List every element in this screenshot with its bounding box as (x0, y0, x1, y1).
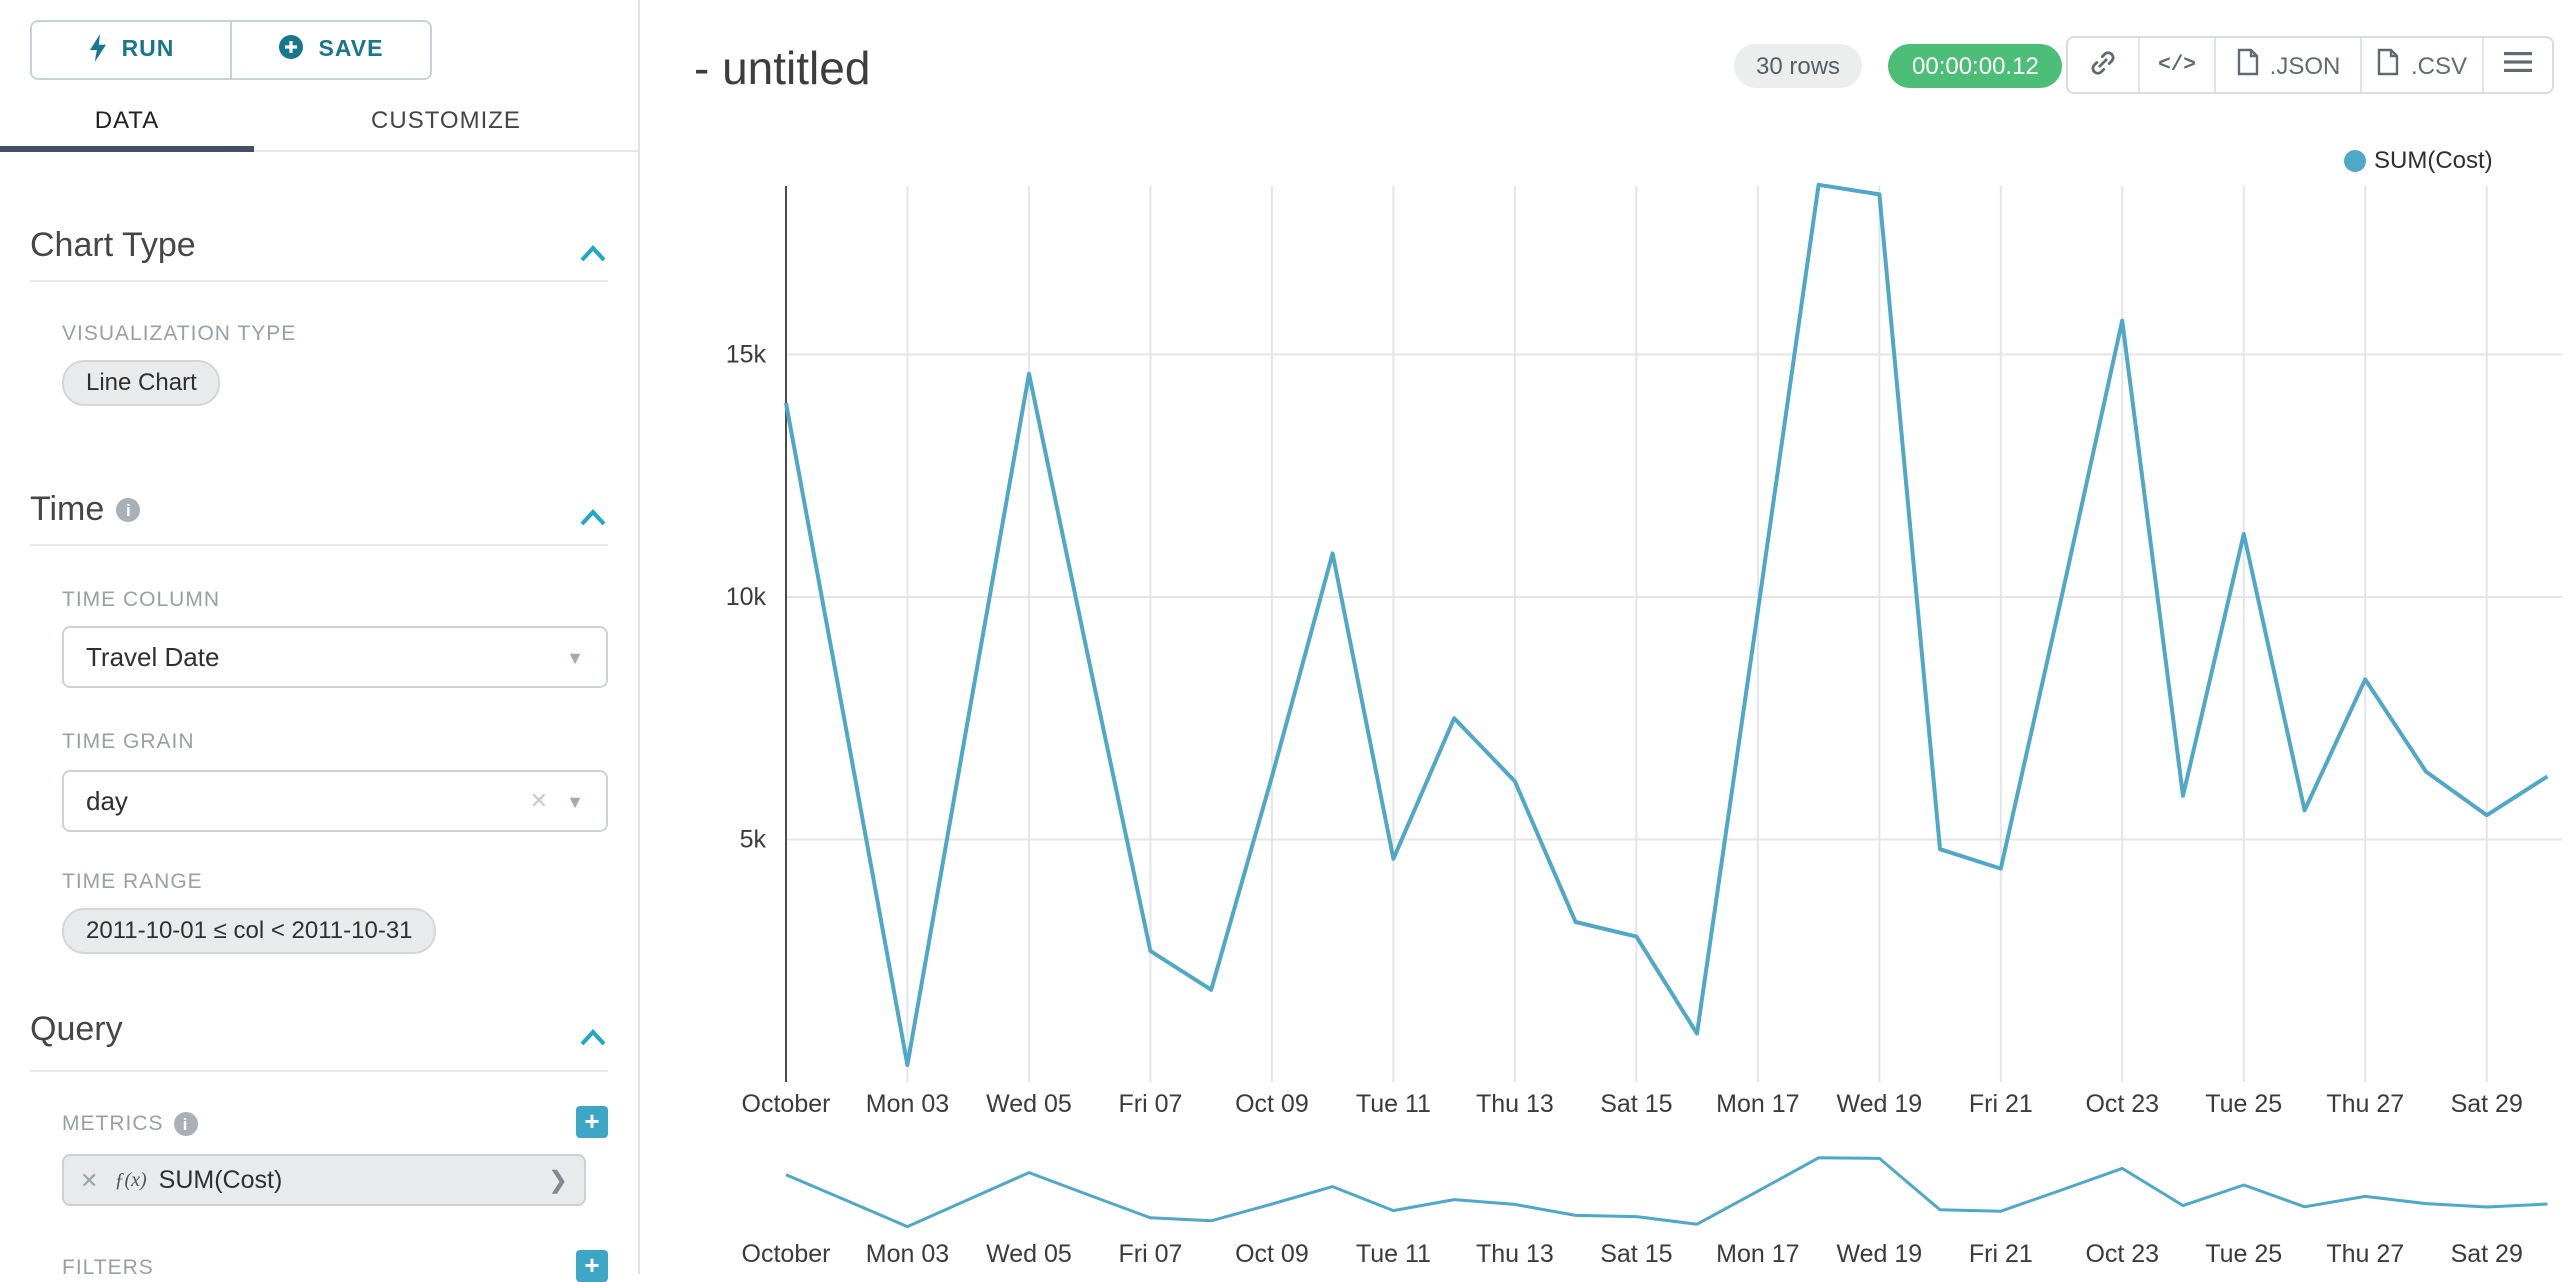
info-icon: i (116, 498, 141, 522)
time-grain-label: TIME GRAIN (62, 730, 195, 754)
section-heading-chart-type: Chart Type (30, 226, 196, 264)
svg-text:Wed 19: Wed 19 (1836, 1090, 1922, 1118)
time-grain-select[interactable]: day ✕ ▼ (62, 770, 608, 832)
chart-title: - untitled (694, 42, 871, 94)
remove-metric-icon[interactable]: ✕ (80, 1169, 99, 1193)
time-range-pill[interactable]: 2011-10-01 ≤ col < 2011-10-31 (62, 908, 437, 954)
legend-label: SUM(Cost) (2374, 146, 2493, 174)
file-icon (2377, 48, 2401, 82)
link-icon (2088, 47, 2118, 83)
export-toolbar: </> .JSON .CSV (2066, 36, 2554, 94)
metrics-label: METRICS i (62, 1112, 198, 1136)
svg-text:Oct 23: Oct 23 (2085, 1090, 2159, 1118)
svg-text:Oct 09: Oct 09 (1235, 1240, 1309, 1268)
visualization-type-pill[interactable]: Line Chart (62, 360, 221, 406)
section-divider (30, 280, 608, 282)
save-button[interactable]: SAVE (230, 22, 430, 78)
svg-text:Tue 25: Tue 25 (2205, 1090, 2282, 1118)
code-icon: </> (2158, 53, 2196, 77)
svg-text:Sat 29: Sat 29 (2451, 1090, 2523, 1118)
svg-text:10k: 10k (726, 583, 767, 611)
svg-text:Thu 13: Thu 13 (1476, 1240, 1554, 1268)
more-options-button[interactable] (2482, 38, 2552, 92)
info-icon: i (173, 1112, 198, 1136)
section-divider (30, 544, 608, 546)
run-button-label: RUN (121, 38, 175, 62)
chevron-right-icon[interactable]: ❯ (547, 1166, 569, 1194)
svg-text:Sat 15: Sat 15 (1600, 1240, 1672, 1268)
clear-icon[interactable]: ✕ (529, 790, 549, 814)
section-heading-query: Query (30, 1010, 123, 1048)
add-metric-button[interactable]: + (576, 1106, 608, 1138)
metric-pill[interactable]: ✕ ƒ(x) SUM(Cost) ❯ (62, 1154, 586, 1206)
svg-text:Tue 11: Tue 11 (1356, 1090, 1431, 1118)
export-json-label: .JSON (2269, 51, 2341, 79)
panel-tabs: DATA CUSTOMIZE (0, 94, 638, 152)
file-icon (2236, 48, 2260, 82)
save-button-label: SAVE (318, 38, 384, 62)
export-csv-label: .CSV (2410, 51, 2467, 79)
svg-text:Wed 05: Wed 05 (986, 1240, 1072, 1268)
time-column-value: Travel Date (86, 642, 220, 672)
time-column-select[interactable]: Travel Date ▼ (62, 626, 608, 688)
svg-text:Sat 15: Sat 15 (1600, 1090, 1672, 1118)
svg-text:Thu 27: Thu 27 (2326, 1090, 2404, 1118)
svg-text:Fri 07: Fri 07 (1118, 1090, 1182, 1118)
plus-circle-icon (279, 34, 305, 66)
row-count-badge: 30 rows (1734, 44, 1863, 88)
legend-item-sum-cost[interactable]: SUM(Cost) (2344, 146, 2493, 174)
chevron-down-icon: ▼ (566, 647, 584, 667)
svg-text:Mon 17: Mon 17 (1716, 1240, 1799, 1268)
svg-text:Mon 03: Mon 03 (866, 1090, 949, 1118)
section-divider (30, 1070, 608, 1072)
collapse-chevron-up-icon[interactable] (578, 238, 608, 262)
svg-text:October: October (742, 1090, 831, 1118)
time-grain-value: day (86, 786, 128, 816)
svg-text:Sat 29: Sat 29 (2451, 1240, 2523, 1268)
collapse-chevron-up-icon[interactable] (578, 502, 608, 526)
section-heading-time: Time i (30, 490, 141, 530)
chevron-down-icon: ▼ (566, 791, 584, 811)
svg-text:Fri 07: Fri 07 (1118, 1240, 1182, 1268)
view-query-button[interactable]: </> (2138, 38, 2214, 92)
svg-text:Tue 11: Tue 11 (1356, 1240, 1431, 1268)
run-save-button-group: RUN SAVE (30, 20, 432, 80)
run-button[interactable]: RUN (32, 22, 230, 78)
svg-text:Tue 25: Tue 25 (2205, 1240, 2282, 1268)
svg-text:Oct 09: Oct 09 (1235, 1090, 1309, 1118)
hamburger-menu-icon (2504, 50, 2532, 80)
collapse-chevron-up-icon[interactable] (578, 1022, 608, 1046)
svg-text:Fri 21: Fri 21 (1969, 1240, 2033, 1268)
svg-text:Mon 17: Mon 17 (1716, 1090, 1799, 1118)
svg-text:5k: 5k (740, 826, 767, 854)
visualization-type-label: VISUALIZATION TYPE (62, 322, 297, 346)
filters-label: FILTERS (62, 1256, 154, 1280)
svg-text:Thu 27: Thu 27 (2326, 1240, 2404, 1268)
tab-data[interactable]: DATA (0, 94, 254, 152)
control-panel-sidebar: RUN SAVE DATA CUSTOMIZE Chart Type VISUA… (0, 0, 640, 1282)
bolt-icon (88, 33, 108, 67)
metric-value: SUM(Cost) (158, 1166, 283, 1194)
tab-customize[interactable]: CUSTOMIZE (371, 106, 521, 134)
svg-text:Thu 13: Thu 13 (1476, 1090, 1554, 1118)
series-line (784, 182, 2549, 1067)
svg-text:Wed 05: Wed 05 (986, 1090, 1072, 1118)
share-link-button[interactable] (2068, 38, 2138, 92)
brush-series-line (785, 1156, 2548, 1229)
svg-text:Fri 21: Fri 21 (1969, 1090, 2033, 1118)
function-icon: ƒ(x) (114, 1169, 147, 1191)
export-json-button[interactable]: .JSON (2214, 38, 2360, 92)
svg-text:15k: 15k (726, 341, 767, 369)
time-column-label: TIME COLUMN (62, 588, 220, 612)
svg-text:Oct 23: Oct 23 (2085, 1240, 2159, 1268)
export-csv-button[interactable]: .CSV (2360, 38, 2482, 92)
legend-dot (2344, 149, 2366, 171)
svg-text:Wed 19: Wed 19 (1836, 1240, 1922, 1268)
time-range-label: TIME RANGE (62, 870, 203, 894)
query-timer-badge: 00:00:00.12 (1888, 44, 2063, 88)
svg-text:Mon 03: Mon 03 (866, 1240, 949, 1268)
add-filter-button[interactable]: + (576, 1250, 608, 1282)
svg-text:October: October (742, 1240, 831, 1268)
